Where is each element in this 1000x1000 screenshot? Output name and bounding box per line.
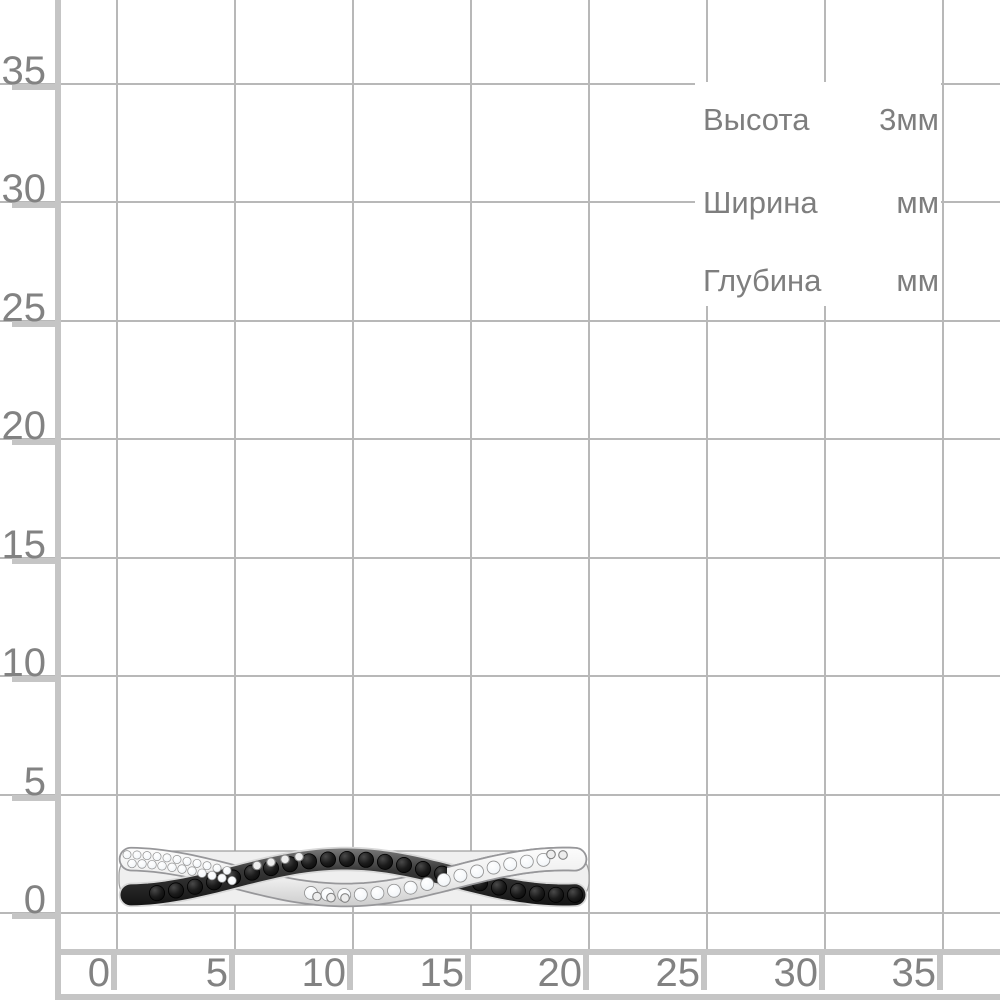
x-axis-tick — [819, 952, 825, 990]
x-axis-tick — [347, 952, 353, 990]
y-axis-tick — [12, 439, 57, 445]
y-axis-label: 10 — [1, 641, 47, 685]
grid-line-horizontal — [0, 201, 1000, 203]
dimension-value: 3мм — [879, 102, 939, 137]
grid-line-vertical — [824, 0, 826, 949]
ring-band-silver-front — [447, 846, 588, 892]
x-axis-tick — [465, 952, 471, 990]
x-axis-tick — [701, 952, 707, 990]
grid-line-vertical — [352, 0, 354, 949]
grid-line-vertical — [234, 0, 236, 949]
y-axis-line — [55, 0, 61, 1000]
y-axis-label: 5 — [23, 759, 46, 804]
x-axis-tick — [937, 952, 943, 990]
grid-line-horizontal — [0, 793, 1000, 796]
y-axis-tick — [12, 557, 57, 564]
dimension-label: Ширина — [703, 185, 818, 220]
dimension-row-depth: Глубина мм — [695, 256, 941, 306]
dimension-value: мм — [896, 185, 939, 220]
grid-line-horizontal — [0, 912, 1000, 914]
grid-line-vertical — [116, 0, 118, 949]
grid-line-vertical — [706, 0, 708, 949]
dimension-row-height: Высота 3мм — [695, 95, 941, 145]
x-axis-label: 35 — [891, 951, 937, 995]
bottom-border-line — [55, 994, 1000, 1000]
ring-empty-settings — [252, 849, 568, 903]
x-axis-label: 10 — [301, 951, 347, 995]
x-axis-line — [55, 949, 1000, 955]
grid-line-vertical — [470, 0, 472, 949]
y-axis-label: 15 — [1, 522, 47, 567]
dimension-row-width: Ширина мм — [695, 178, 941, 228]
y-axis-label: 35 — [1, 48, 47, 93]
y-axis-label: 20 — [1, 404, 47, 448]
x-axis-label: 25 — [655, 951, 701, 995]
x-axis-label: 20 — [537, 951, 583, 995]
y-axis-label: 25 — [1, 285, 47, 330]
y-axis-tick — [12, 83, 57, 90]
grid-line-vertical — [588, 0, 590, 949]
dimension-value: мм — [896, 263, 939, 298]
x-axis-label: 0 — [87, 951, 110, 995]
x-axis-label: 30 — [773, 951, 819, 995]
y-axis-tick — [12, 202, 57, 208]
x-axis-label: 5 — [205, 951, 228, 995]
x-axis-tick — [229, 952, 235, 990]
grid-line-horizontal — [0, 675, 1000, 677]
grid-line-horizontal — [0, 319, 1000, 322]
dimension-label: Глубина — [703, 263, 822, 298]
y-axis-tick — [12, 794, 57, 801]
y-axis-tick — [12, 320, 57, 327]
grid-line-vertical — [942, 0, 944, 949]
dimension-label: Высота — [703, 102, 810, 137]
x-axis-tick — [111, 952, 117, 990]
y-axis-label: 0 — [23, 878, 46, 922]
y-axis-tick — [12, 913, 57, 919]
x-axis-tick — [583, 952, 589, 990]
grid-line-horizontal — [0, 438, 1000, 440]
grid-line-horizontal — [0, 556, 1000, 559]
y-axis-tick — [12, 676, 57, 682]
x-axis-label: 15 — [419, 951, 465, 995]
grid-line-horizontal — [0, 82, 1000, 85]
product-photo-ring — [118, 846, 590, 908]
y-axis-label: 30 — [1, 167, 47, 211]
